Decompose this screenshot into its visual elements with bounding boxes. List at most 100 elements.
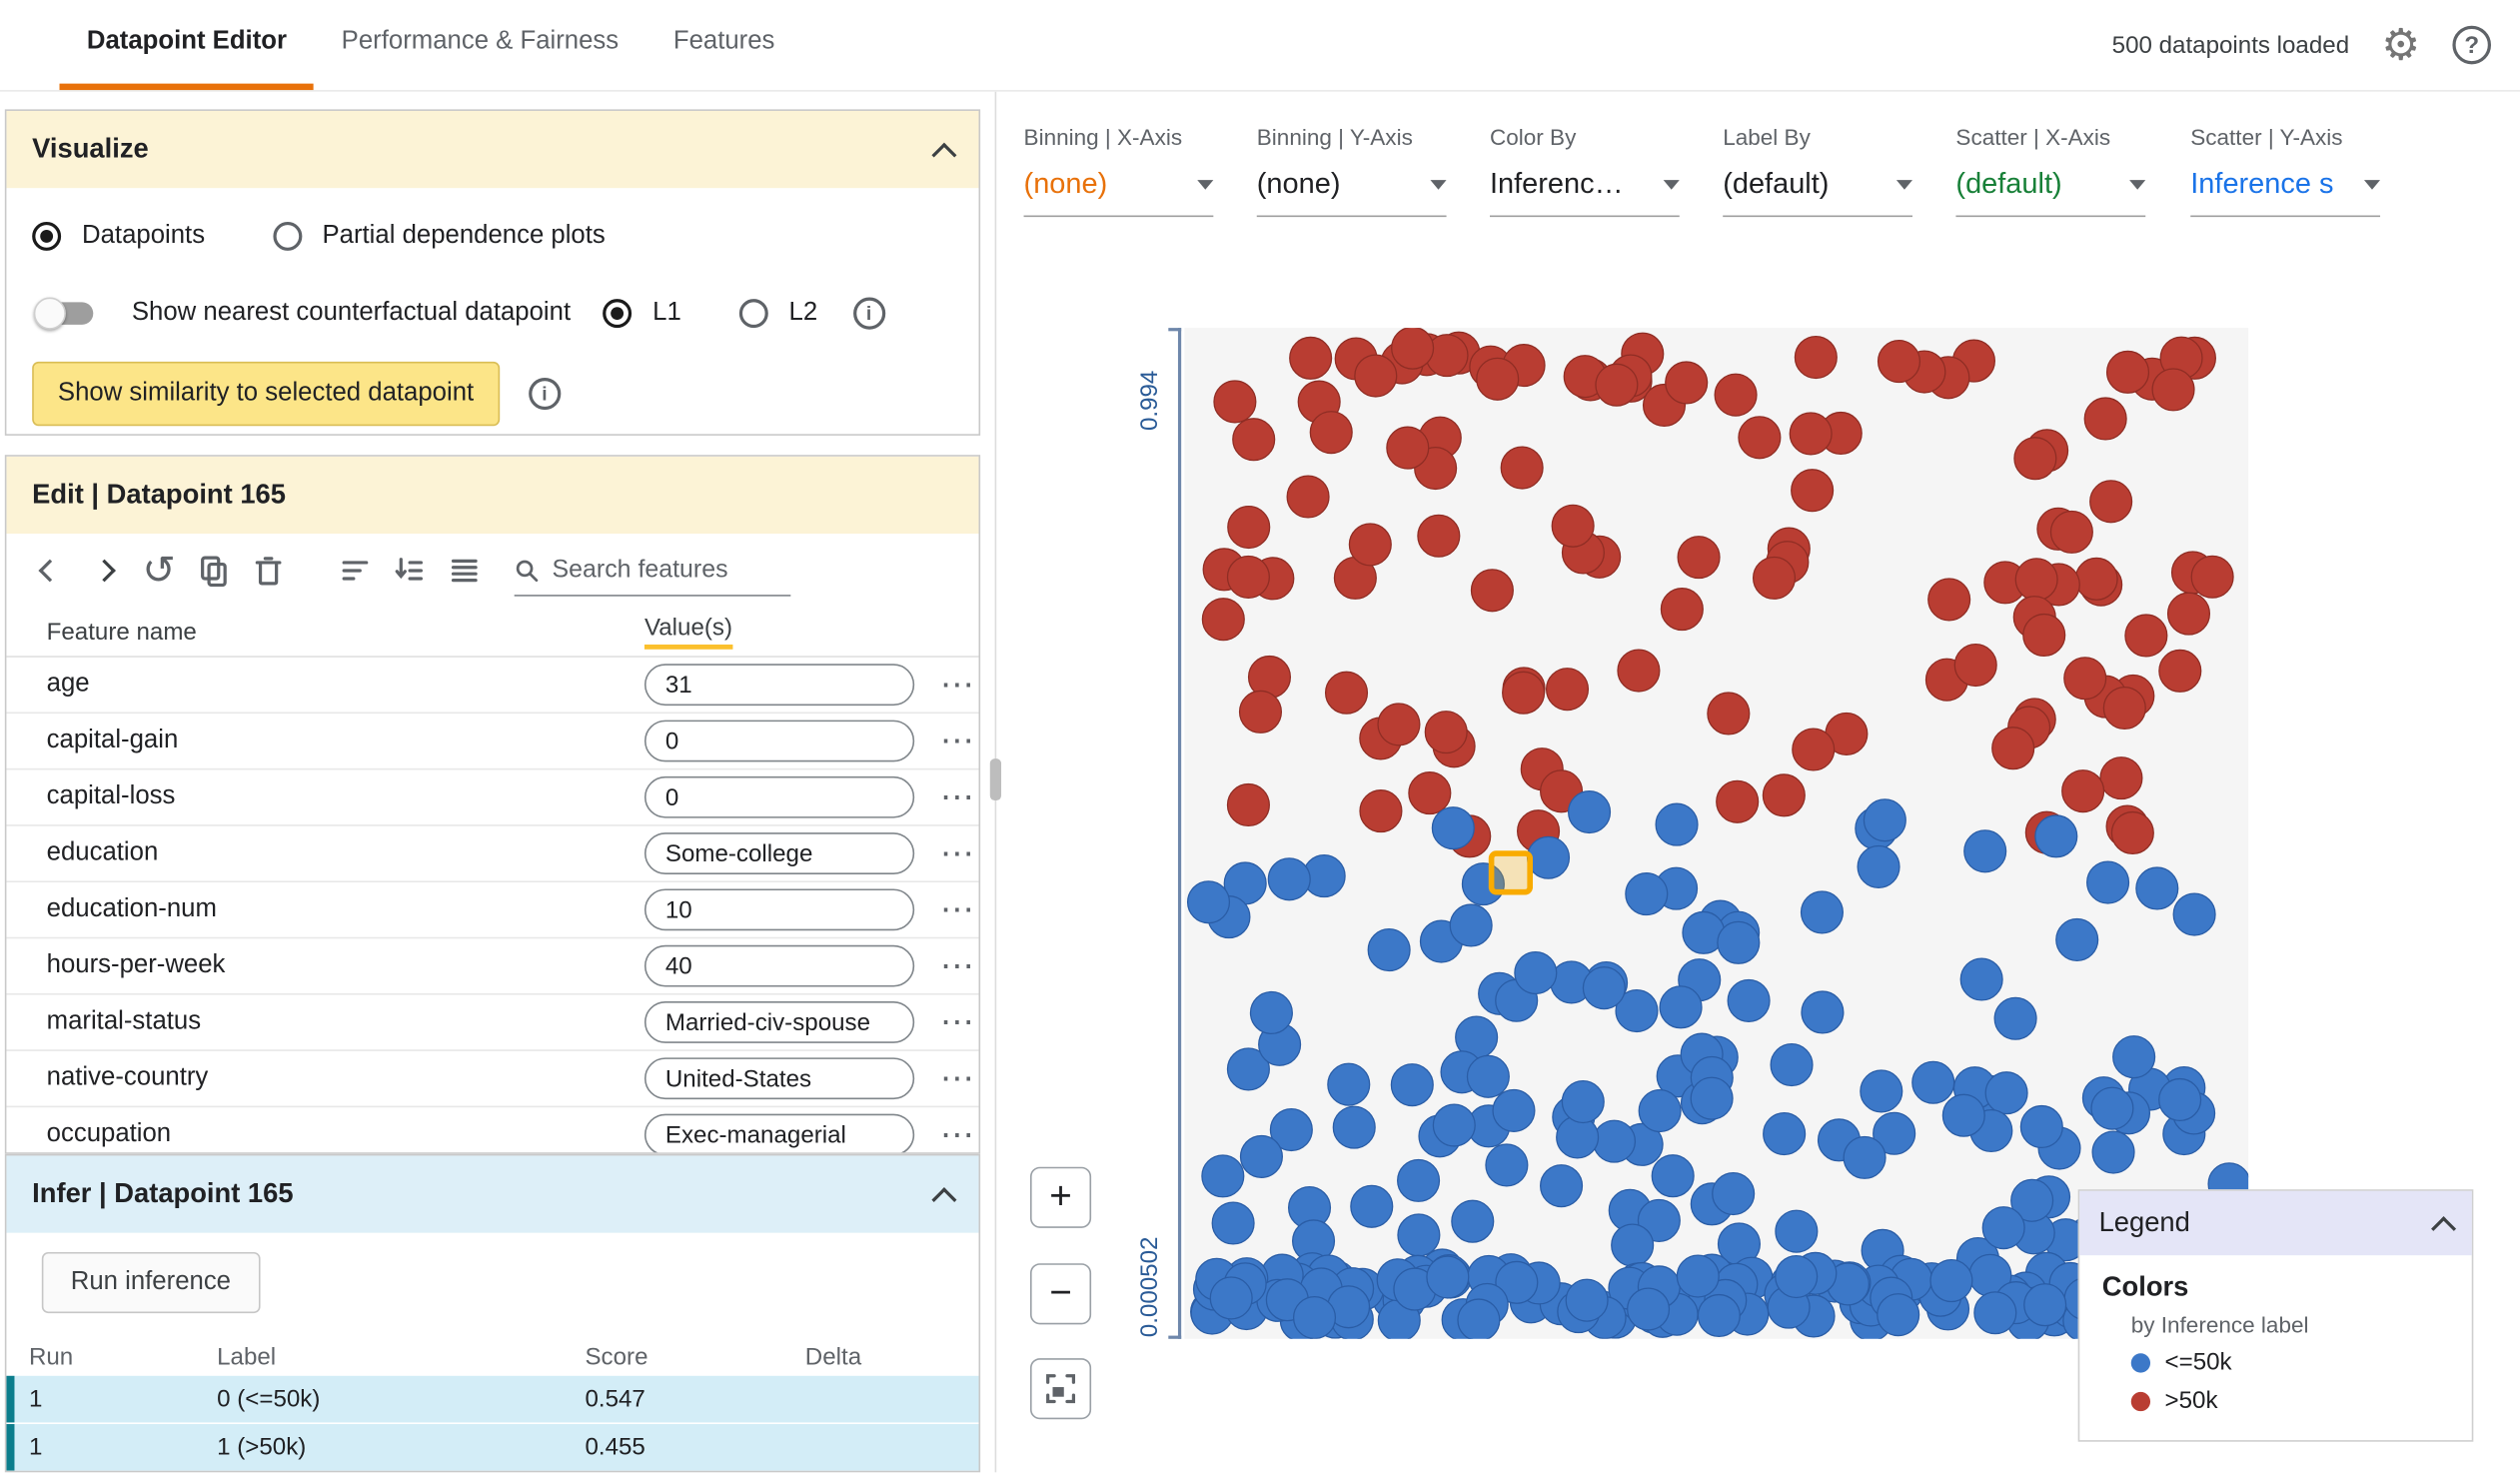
datapoint[interactable] [1267,857,1311,901]
datapoint[interactable] [1963,829,2007,873]
datapoint[interactable] [2010,1178,2054,1222]
datapoint[interactable] [1350,1184,1394,1228]
fit-to-screen-button[interactable] [1029,1358,1092,1420]
datapoint[interactable] [2089,480,2133,524]
datapoint[interactable] [1638,1089,1682,1133]
datapoint[interactable] [1449,903,1493,947]
datapoint[interactable] [2034,814,2078,858]
feature-name-column-header[interactable]: Feature name [46,618,197,646]
datapoint[interactable] [1911,1060,1955,1104]
datapoint[interactable] [1485,1143,1529,1187]
datapoint[interactable] [2151,368,2195,412]
datapoint[interactable] [1545,668,1590,712]
datapoint[interactable] [1238,690,1283,734]
scatterplot[interactable] [1184,328,2249,1339]
datapoint[interactable] [1959,957,2003,1001]
datapoint[interactable] [1239,1134,1283,1178]
datapoint[interactable] [1367,928,1411,972]
feature-value-input[interactable]: Exec-managerial [643,1113,915,1153]
datapoint[interactable] [1877,340,1921,384]
datapoint[interactable] [1716,779,1760,823]
datapoint[interactable] [2083,397,2127,441]
datapoint[interactable] [2110,810,2154,855]
datapoint[interactable] [1659,985,1703,1029]
datapoint[interactable] [2055,917,2099,961]
datapoint[interactable] [1863,798,1906,842]
datapoint[interactable] [1763,1112,1807,1156]
datapoint[interactable] [1466,1054,1510,1098]
datapoint[interactable] [1426,1255,1470,1299]
feature-display-button[interactable] [437,544,492,599]
datapoint[interactable] [1348,523,1392,567]
feature-value-input[interactable]: 10 [643,888,915,931]
datapoint[interactable] [1792,728,1836,771]
datapoint[interactable] [1775,1254,1819,1299]
binning-y-axis-dropdown[interactable]: Binning | Y-Axis (none) [1256,124,1447,218]
datapoint[interactable] [1877,1293,1920,1337]
settings-gear-icon[interactable]: ⚙ [2381,20,2421,69]
datapoint[interactable] [1492,1088,1536,1132]
help-icon[interactable]: ? [2452,25,2492,65]
datapoint[interactable] [1565,1278,1609,1322]
feature-value-input[interactable]: United-States [643,1057,915,1100]
feature-value-input[interactable]: 0 [643,720,915,762]
feature-value-input[interactable]: 31 [643,664,915,707]
datapoint[interactable] [1526,835,1571,879]
datapoint[interactable] [1595,363,1639,407]
datapoint[interactable] [1417,514,1461,558]
more-options-icon[interactable]: ⋯ [939,890,976,928]
scatter-y-axis-dropdown[interactable]: Scatter | Y-Axis Inference s [2190,124,2381,218]
datapoint[interactable] [2063,657,2107,701]
search-features-field[interactable] [514,545,791,597]
next-datapoint-button[interactable] [77,544,132,599]
datapoint[interactable] [1324,671,1369,715]
show-similarity-button[interactable]: Show similarity to selected datapoint [32,361,500,427]
datapoint[interactable] [1789,412,1833,456]
scatterplot-canvas[interactable] [1184,328,2249,1339]
datapoint[interactable] [1615,988,1659,1033]
datapoint[interactable] [2099,756,2143,800]
sort-numeric-button[interactable] [383,544,438,599]
more-options-icon[interactable]: ⋯ [939,722,976,759]
datapoint[interactable] [1201,1154,1245,1198]
feature-value-input[interactable]: Married-civ-spouse [643,1001,915,1043]
datapoint[interactable] [1984,1071,2028,1115]
more-options-icon[interactable]: ⋯ [939,834,976,872]
info-icon[interactable]: i [852,297,885,330]
datapoint[interactable] [1551,504,1595,548]
l2-distance-radio[interactable]: L2 [738,299,817,329]
datapoint[interactable] [1390,1063,1434,1107]
zoom-out-button[interactable]: − [1029,1263,1092,1325]
datapoint[interactable] [1470,569,1514,613]
datapoint[interactable] [2013,437,2057,481]
datapoint[interactable] [1201,598,1245,642]
datapoint[interactable] [2061,769,2105,813]
datapoint[interactable] [1226,1047,1270,1091]
datapoint[interactable] [1929,1259,1973,1303]
datapoint[interactable] [1408,771,1452,815]
datapoint[interactable] [1457,1298,1501,1339]
more-options-icon[interactable]: ⋯ [939,1059,976,1097]
datapoint[interactable] [1514,951,1558,995]
datapoint[interactable] [1213,380,1257,424]
datapoint[interactable] [1651,1154,1695,1198]
datapoint[interactable] [2172,892,2216,936]
sort-features-button[interactable] [328,544,383,599]
label-by-dropdown[interactable]: Label By (default) [1723,124,1912,218]
datapoint[interactable] [1226,782,1270,827]
datapoint[interactable] [1451,1199,1495,1243]
datapoint[interactable] [1540,1164,1584,1208]
datapoint[interactable] [1332,1105,1376,1149]
datapoint[interactable] [1775,1209,1819,1253]
datapoint[interactable] [2091,1130,2135,1174]
datapoint[interactable] [2090,1086,2134,1130]
datapoint[interactable] [2086,860,2130,904]
datapoint[interactable] [2049,510,2093,554]
color-by-dropdown[interactable]: Color By Inferenc… [1489,124,1680,218]
datapoint[interactable] [1567,790,1612,834]
datapoint[interactable] [2023,1283,2067,1327]
datapoint[interactable] [1625,872,1669,916]
datapoint[interactable] [1941,1093,1985,1137]
l1-distance-radio[interactable]: L1 [603,299,681,329]
partial-dependence-radio[interactable]: Partial dependence plots [272,221,606,251]
